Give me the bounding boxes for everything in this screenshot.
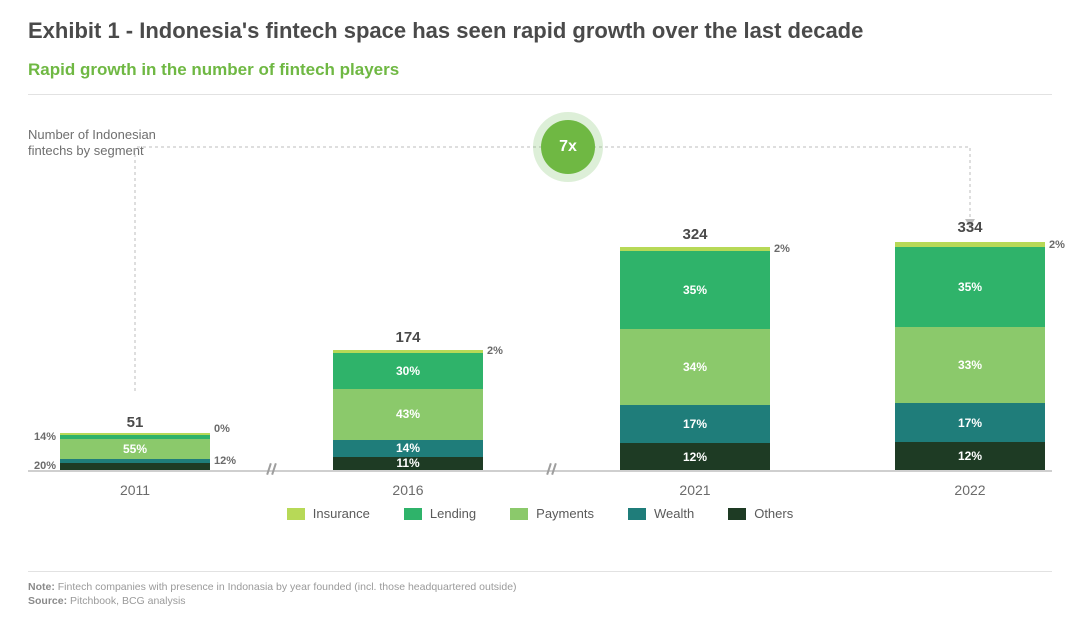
bar-column: 324 12%17%34%35%2%: [620, 226, 770, 470]
segment-label: 2%: [487, 345, 503, 357]
legend-label: Wealth: [654, 506, 694, 521]
bar-segment-wealth: 17%: [620, 405, 770, 443]
legend-swatch: [510, 508, 528, 520]
bar-segment-payments: 55%: [60, 439, 210, 458]
x-axis-tick-label: 2011: [120, 482, 150, 498]
bar-segment-payments: 34%: [620, 329, 770, 405]
legend-label: Payments: [536, 506, 594, 521]
legend-item-others: Others: [728, 506, 793, 521]
bar-segment-lending: 30%: [333, 353, 483, 389]
bar-total-label: 334: [895, 219, 1045, 236]
bar-segment-wealth: 12%: [60, 459, 210, 463]
bar-stack: 12%17%34%35%2%: [620, 247, 770, 470]
bar-segment-others: 11%: [333, 457, 483, 470]
bar-segment-payments: 33%: [895, 327, 1045, 403]
source-text: Pitchbook, BCG analysis: [67, 595, 185, 607]
exhibit-title: Exhibit 1 - Indonesia's fintech space ha…: [28, 18, 1052, 44]
segment-label: 12%: [214, 455, 236, 467]
legend-swatch: [628, 508, 646, 520]
bar-column: 174 11%14%43%30%2%: [333, 329, 483, 470]
source-label: Source:: [28, 595, 67, 607]
bar-segment-others: 12%: [895, 442, 1045, 470]
axis-break-icon: [265, 464, 279, 474]
legend: Insurance Lending Payments Wealth Others: [0, 506, 1080, 521]
exhibit-subtitle: Rapid growth in the number of fintech pl…: [28, 60, 1052, 80]
x-axis-tick-label: 2016: [392, 482, 423, 498]
bar-segment-wealth: 14%: [333, 440, 483, 457]
bar-segment-lending: 35%: [895, 247, 1045, 328]
bar-stack: 11%14%43%30%2%: [333, 350, 483, 470]
bars-container: 5120%12%55%14%0%17411%14%43%30%2%32412%1…: [28, 111, 1052, 472]
x-axis-labels: 2011 2016 2021 2022: [28, 474, 1052, 496]
legend-swatch: [404, 508, 422, 520]
footer: Note: Fintech companies with presence in…: [28, 571, 1052, 609]
bar-segment-insurance: 0%: [60, 433, 210, 435]
legend-label: Insurance: [313, 506, 370, 521]
segment-label: 0%: [214, 423, 230, 435]
bar-segment-lending: 35%: [620, 251, 770, 329]
divider-top: [28, 94, 1052, 95]
x-axis-tick-label: 2022: [954, 482, 985, 498]
bar-column: 51 20%12%55%14%0%: [60, 414, 210, 470]
legend-swatch: [287, 508, 305, 520]
legend-item-lending: Lending: [404, 506, 476, 521]
legend-label: Lending: [430, 506, 476, 521]
segment-label: 2%: [1049, 239, 1065, 251]
note-label: Note:: [28, 581, 55, 593]
bar-segment-payments: 43%: [333, 389, 483, 441]
legend-item-payments: Payments: [510, 506, 594, 521]
segment-label: 2%: [774, 243, 790, 255]
bar-segment-insurance: 2%: [895, 242, 1045, 247]
legend-item-wealth: Wealth: [628, 506, 694, 521]
bar-total-label: 324: [620, 226, 770, 243]
bar-segment-lending: 14%: [60, 435, 210, 440]
x-axis-tick-label: 2021: [679, 482, 710, 498]
bar-total-label: 174: [333, 329, 483, 346]
bar-total-label: 51: [60, 414, 210, 431]
bar-segment-others: 12%: [620, 443, 770, 470]
bar-segment-wealth: 17%: [895, 403, 1045, 442]
note-text: Fintech companies with presence in Indon…: [55, 581, 517, 593]
segment-label: 20%: [34, 460, 56, 472]
chart-area: Number of Indonesian fintechs by segment…: [28, 101, 1052, 496]
bar-stack: 20%12%55%14%0%: [60, 435, 210, 470]
bar-stack: 12%17%33%35%2%: [895, 240, 1045, 470]
bar-segment-insurance: 2%: [620, 247, 770, 251]
bar-segment-others: 20%: [60, 463, 210, 470]
legend-label: Others: [754, 506, 793, 521]
legend-item-insurance: Insurance: [287, 506, 370, 521]
axis-break-icon: [545, 464, 559, 474]
bar-segment-insurance: 2%: [333, 350, 483, 352]
bar-column: 334 12%17%33%35%2%: [895, 219, 1045, 470]
legend-swatch: [728, 508, 746, 520]
segment-label: 14%: [34, 431, 56, 443]
